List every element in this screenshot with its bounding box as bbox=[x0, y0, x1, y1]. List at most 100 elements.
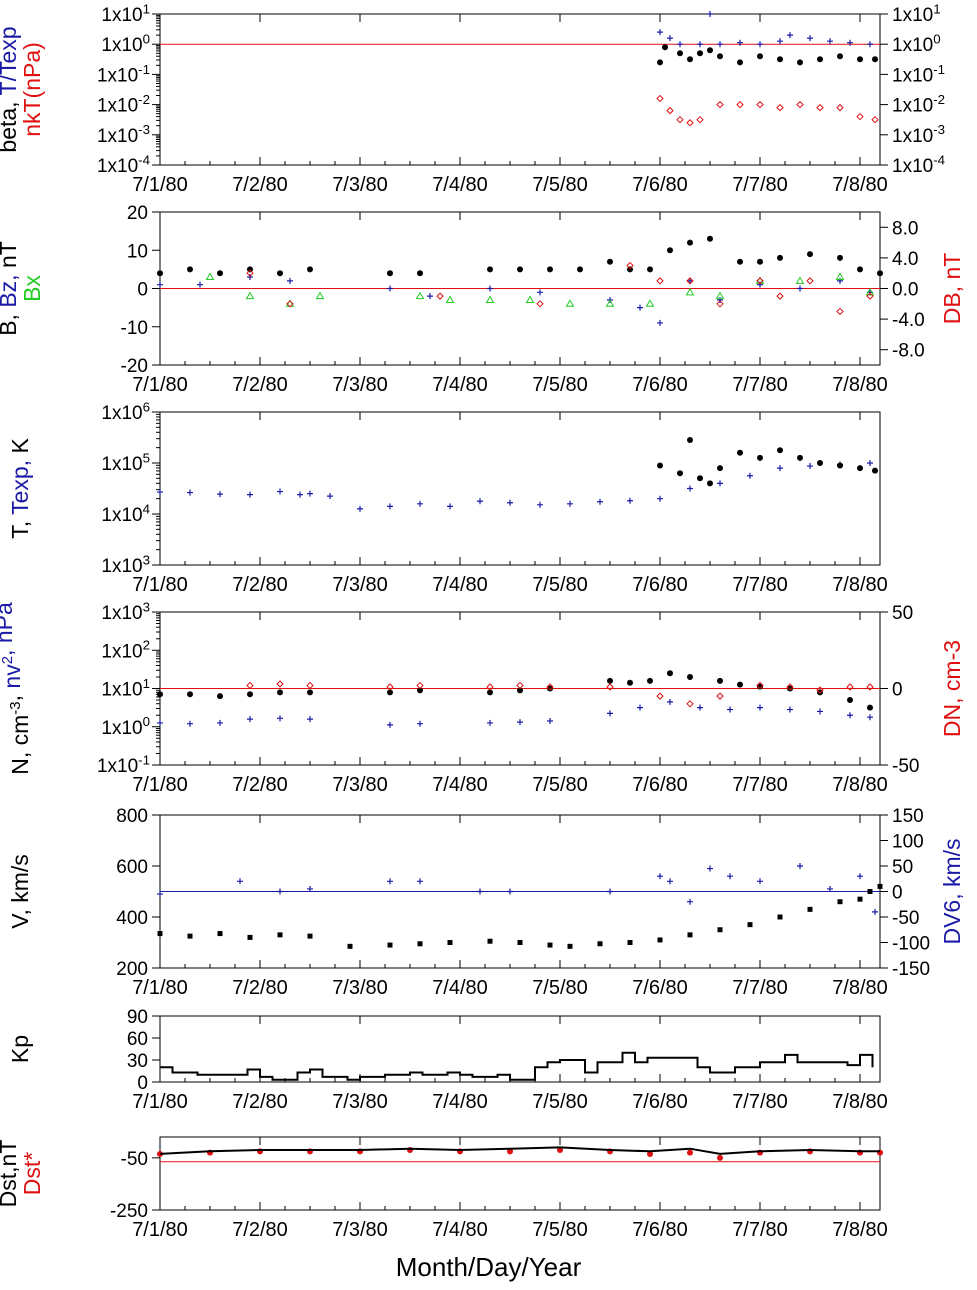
data-point bbox=[417, 941, 423, 947]
series-plus-blue bbox=[157, 460, 873, 512]
data-point bbox=[557, 1147, 563, 1154]
x-tick-label: 7/5/80 bbox=[532, 977, 588, 999]
data-point bbox=[867, 460, 873, 466]
y-axis-label: N, cm-3, nv2, nPa bbox=[0, 602, 33, 775]
x-tick-label: 7/1/80 bbox=[132, 374, 188, 396]
data-point bbox=[486, 683, 494, 691]
x-tick-label: 7/5/80 bbox=[532, 574, 588, 596]
data-point bbox=[676, 115, 684, 124]
data-point bbox=[187, 720, 193, 727]
plot-frame bbox=[159, 411, 881, 566]
data-point bbox=[827, 38, 833, 45]
x-tick-label: 7/3/80 bbox=[332, 574, 388, 596]
data-point bbox=[417, 500, 423, 507]
data-point bbox=[417, 270, 423, 277]
data-point bbox=[807, 906, 813, 912]
y-axis-label-right: DN, cm-3 bbox=[939, 640, 965, 737]
y-tick-label-right: 0 bbox=[892, 680, 903, 701]
data-point bbox=[797, 863, 803, 869]
data-point bbox=[276, 680, 284, 688]
x-tick-label: 7/6/80 bbox=[632, 374, 688, 396]
data-point bbox=[187, 691, 193, 698]
data-point bbox=[597, 498, 603, 505]
data-point bbox=[777, 914, 783, 920]
y-tick-label: -20 bbox=[121, 356, 148, 377]
x-tick-label: 7/8/80 bbox=[832, 374, 888, 396]
data-point bbox=[306, 681, 314, 690]
data-point bbox=[277, 270, 283, 277]
data-point bbox=[507, 499, 513, 506]
data-point bbox=[536, 300, 544, 308]
data-point bbox=[687, 56, 693, 63]
data-point bbox=[217, 931, 223, 937]
x-tick-label: 7/8/80 bbox=[832, 977, 888, 999]
data-point bbox=[786, 683, 794, 691]
series-diamond-red bbox=[246, 261, 874, 316]
x-tick-label: 7/2/80 bbox=[232, 374, 288, 396]
data-point bbox=[716, 300, 724, 308]
data-point bbox=[871, 115, 879, 124]
data-point bbox=[697, 704, 703, 711]
data-point bbox=[687, 437, 693, 444]
series-dot-black bbox=[157, 670, 873, 711]
x-tick-label: 7/5/80 bbox=[532, 374, 588, 396]
data-point bbox=[787, 706, 793, 713]
data-point bbox=[686, 119, 694, 127]
data-point bbox=[487, 689, 493, 696]
data-point bbox=[657, 495, 663, 502]
x-tick-label: 7/7/80 bbox=[732, 1219, 788, 1241]
data-point bbox=[546, 683, 554, 691]
data-point bbox=[627, 266, 633, 273]
data-point bbox=[662, 44, 668, 51]
y-tick-label: 60 bbox=[127, 1029, 148, 1050]
x-tick-label: 7/4/80 bbox=[432, 574, 488, 596]
data-point bbox=[697, 475, 703, 482]
data-point bbox=[756, 681, 764, 690]
x-tick-label: 7/6/80 bbox=[632, 574, 688, 596]
y-tick-label: 400 bbox=[116, 908, 148, 929]
data-point bbox=[217, 270, 223, 277]
y-tick-label: 1x100 bbox=[101, 714, 150, 739]
data-point bbox=[827, 885, 833, 892]
y-axis-label: Bx bbox=[19, 275, 45, 302]
data-point bbox=[445, 295, 455, 303]
series-dot-black bbox=[657, 44, 878, 66]
x-tick-label: 7/7/80 bbox=[732, 374, 788, 396]
data-point bbox=[547, 266, 553, 273]
data-point bbox=[657, 319, 663, 326]
data-point bbox=[867, 704, 873, 711]
data-point bbox=[872, 56, 878, 63]
data-point bbox=[667, 35, 673, 42]
data-point bbox=[517, 940, 523, 945]
data-point bbox=[847, 696, 853, 703]
data-point bbox=[627, 940, 633, 945]
data-point bbox=[837, 254, 843, 261]
data-point bbox=[795, 276, 805, 284]
data-point bbox=[537, 501, 543, 508]
x-tick-label: 7/6/80 bbox=[632, 774, 688, 796]
data-point bbox=[427, 293, 433, 300]
data-point bbox=[416, 681, 424, 690]
data-point bbox=[606, 683, 614, 691]
x-tick-label: 7/7/80 bbox=[732, 1091, 788, 1113]
data-point bbox=[487, 938, 493, 944]
panel-field: 7/1/80 7/2/80 7/3/80 7/4/80 7/5/80 7/6/80 7/7/… bbox=[0, 203, 965, 396]
x-tick-label: 7/1/80 bbox=[132, 174, 188, 196]
data-point bbox=[347, 943, 353, 949]
x-tick-label: 7/4/80 bbox=[432, 774, 488, 796]
panel-velocity: 7/1/80 7/2/80 7/3/80 7/4/80 7/5/80 7/6/80 7/7/… bbox=[7, 806, 965, 999]
y-axis-label: Kp bbox=[7, 1035, 33, 1063]
x-tick-label: 7/6/80 bbox=[632, 1091, 688, 1113]
x-tick-label: 7/2/80 bbox=[232, 574, 288, 596]
data-point bbox=[677, 470, 683, 477]
data-point bbox=[647, 677, 653, 684]
panel-beta: 7/1/80 7/2/80 7/3/80 7/4/80 7/5/80 7/6/80 7/7/… bbox=[0, 1, 945, 196]
x-tick-label: 7/2/80 bbox=[232, 1091, 288, 1113]
data-point bbox=[247, 274, 253, 281]
x-axis-title: Month/Day/Year bbox=[395, 1252, 582, 1282]
data-point bbox=[727, 706, 733, 713]
series-line bbox=[159, 1146, 880, 1155]
data-point bbox=[857, 873, 863, 880]
x-tick-label: 7/3/80 bbox=[332, 374, 388, 396]
